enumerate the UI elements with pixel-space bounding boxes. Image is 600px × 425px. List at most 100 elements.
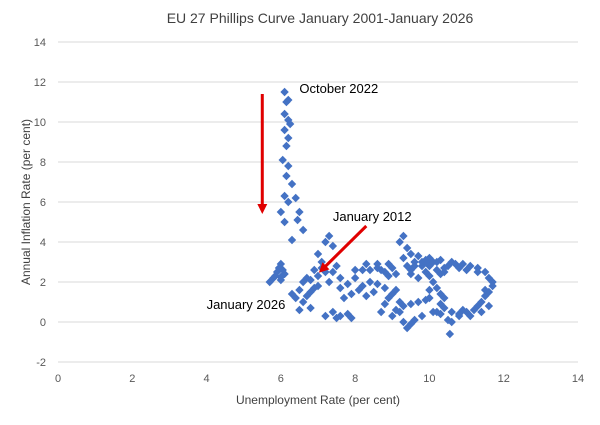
data-point (280, 217, 289, 227)
data-point (313, 271, 323, 281)
data-point (298, 297, 308, 307)
data-point (402, 243, 412, 253)
data-point (473, 267, 482, 277)
data-point (328, 241, 338, 251)
data-point (380, 299, 390, 309)
data-point (295, 207, 304, 217)
data-point (276, 272, 286, 282)
data-point (417, 311, 427, 321)
data-point (298, 225, 308, 235)
data-point (447, 307, 456, 317)
data-point (276, 207, 286, 217)
data-point (428, 277, 438, 287)
data-point (310, 265, 319, 275)
x-tick-label: 6 (278, 373, 284, 385)
y-tick-label: 12 (34, 77, 46, 89)
data-point (332, 313, 341, 323)
data-point (285, 119, 295, 129)
data-point (295, 285, 304, 295)
annotation-label: January 2026 (207, 297, 286, 312)
data-point (376, 265, 386, 275)
data-point (302, 291, 312, 301)
data-point (271, 271, 280, 281)
data-point (306, 275, 315, 285)
data-point (280, 125, 289, 135)
data-point (339, 293, 349, 303)
data-point (278, 155, 287, 165)
data-points (265, 87, 497, 339)
x-tick-label: 8 (352, 373, 358, 385)
data-point (384, 259, 393, 269)
annotation-label: January 2012 (333, 209, 412, 224)
data-point (295, 305, 304, 315)
data-point (462, 265, 471, 275)
data-point (440, 293, 449, 303)
data-point (432, 307, 442, 317)
data-point (436, 255, 445, 265)
data-point (445, 329, 455, 339)
data-point (280, 109, 289, 119)
data-point (421, 257, 430, 267)
data-point (414, 251, 423, 261)
x-axis-title: Unemployment Rate (per cent) (236, 393, 400, 407)
x-tick-label: 12 (498, 373, 510, 385)
data-point (477, 307, 486, 317)
data-point (440, 263, 449, 273)
data-point (287, 235, 297, 245)
data-point (284, 197, 293, 207)
chart-title: EU 27 Phillips Curve January 2001-Januar… (167, 10, 474, 26)
data-point (365, 277, 375, 287)
data-point (347, 313, 356, 323)
y-tick-label: 2 (40, 277, 46, 289)
data-point (388, 311, 397, 321)
data-point (425, 285, 434, 295)
annotation-label: October 2022 (299, 81, 378, 96)
y-tick-label: 6 (40, 197, 46, 209)
data-point (350, 265, 360, 275)
x-tick-label: 4 (204, 373, 210, 385)
data-point (432, 283, 442, 293)
data-point (321, 311, 330, 321)
data-point (425, 271, 434, 281)
x-tick-label: 10 (423, 373, 435, 385)
data-point (354, 285, 364, 295)
data-point (336, 273, 345, 283)
y-tick-label: 0 (40, 317, 46, 329)
annotations: October 2022 January 2012 January 2026 (207, 81, 412, 312)
data-point (488, 281, 497, 291)
data-point (440, 303, 449, 313)
data-point (484, 301, 494, 311)
data-point (414, 297, 423, 307)
data-point (284, 161, 293, 171)
data-point (306, 303, 315, 313)
data-point (399, 231, 408, 241)
y-tick-label: 8 (40, 157, 46, 169)
data-point (376, 307, 386, 317)
data-point (282, 171, 291, 181)
data-point (406, 299, 416, 309)
data-point (284, 95, 293, 105)
x-tick-label: 0 (55, 373, 61, 385)
data-point (328, 267, 338, 277)
data-point (391, 305, 401, 315)
data-point (406, 249, 416, 259)
annotation-arrow (318, 224, 368, 273)
data-point (480, 267, 490, 277)
data-point (336, 283, 345, 293)
data-point (395, 237, 404, 247)
data-point (395, 297, 404, 307)
y-tick-label: 4 (40, 237, 46, 249)
data-point (365, 265, 375, 275)
data-point (282, 141, 291, 151)
data-point (265, 277, 274, 287)
data-point (480, 291, 490, 301)
data-point (454, 309, 464, 319)
data-point (350, 273, 360, 283)
data-point (332, 261, 341, 271)
data-point (347, 289, 356, 299)
data-point (391, 285, 401, 295)
data-point (384, 293, 393, 303)
data-point (313, 249, 323, 259)
data-point (362, 291, 371, 301)
